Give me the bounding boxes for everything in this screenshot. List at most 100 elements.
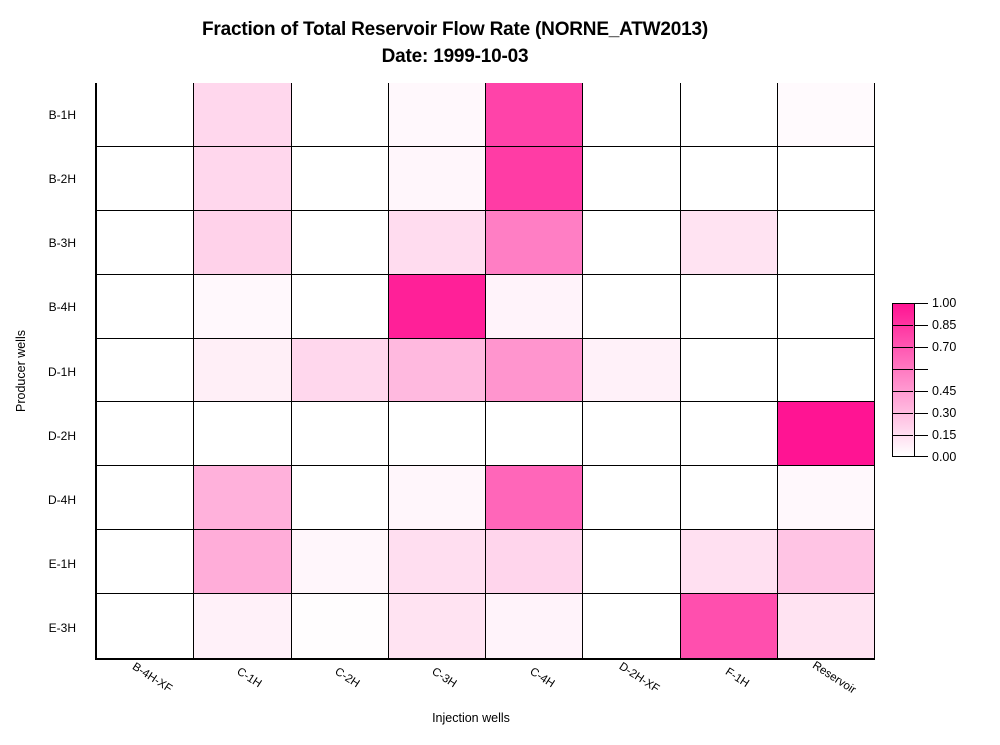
heatmap-cell (194, 83, 292, 147)
heatmap-cell (291, 338, 389, 403)
heatmap-cell (194, 402, 292, 467)
colorbar-separator (892, 347, 913, 348)
heatmap-cell (291, 210, 389, 275)
chart-subtitle: Date: 1999-10-03 (381, 46, 529, 67)
colorbar-tick-mark (915, 325, 928, 326)
heatmap-cell (583, 594, 681, 658)
y-axis-label: Producer wells (14, 330, 28, 412)
colorbar-segment (893, 412, 914, 435)
y-tick-label: E-1H (48, 556, 76, 571)
colorbar-separator (892, 413, 913, 414)
x-axis-label: Injection wells (432, 711, 510, 725)
heatmap-cell (388, 402, 486, 467)
heatmap-cell (291, 274, 389, 339)
colorbar-tick-mark (915, 413, 928, 414)
colorbar-tick-label: 1.00 (932, 296, 957, 310)
y-tick-label: B-2H (48, 172, 76, 187)
heatmap-cell (680, 146, 778, 211)
heatmap-cell (97, 146, 195, 211)
heatmap-cell (777, 146, 875, 211)
colorbar-segment (893, 325, 914, 348)
heatmap-cell (194, 530, 292, 595)
heatmap-cell (583, 146, 681, 211)
colorbar-tick-label: 0.45 (932, 384, 957, 398)
heatmap-cell (777, 338, 875, 403)
heatmap-cell (680, 530, 778, 595)
heatmap-cell (194, 210, 292, 275)
heatmap-cell (194, 338, 292, 403)
colorbar-tick-label: 0.15 (932, 428, 957, 442)
heatmap-cell (486, 594, 584, 658)
heatmap-cell (680, 338, 778, 403)
heatmap-cell (291, 402, 389, 467)
colorbar-tick-mark (915, 435, 928, 436)
heatmap-cell (97, 402, 195, 467)
heatmap-cell (194, 274, 292, 339)
heatmap-cell (777, 530, 875, 595)
heatmap-cell (291, 594, 389, 658)
colorbar-segment (893, 369, 914, 391)
heatmap-cell (486, 83, 584, 147)
heatmap-cell (583, 274, 681, 339)
heatmap-cell (777, 466, 875, 531)
chart-title: Fraction of Total Reservoir Flow Rate (N… (202, 19, 708, 40)
heatmap-cell (388, 338, 486, 403)
colorbar-segment (893, 434, 914, 456)
heatmap-grid (95, 83, 875, 660)
heatmap-cell (291, 83, 389, 147)
colorbar-tick-label: 0.30 (932, 406, 957, 420)
colorbar-tick-label: 0.00 (932, 450, 957, 464)
colorbar-tick-mark (915, 347, 928, 348)
heatmap-cell (388, 83, 486, 147)
colorbar-segment (893, 304, 914, 326)
heatmap-cell (97, 466, 195, 531)
heatmap-cell (777, 402, 875, 467)
heatmap-cell (291, 466, 389, 531)
heatmap-cell (97, 338, 195, 403)
colorbar-segment (893, 390, 914, 413)
heatmap-cell (486, 146, 584, 211)
heatmap-cell (583, 530, 681, 595)
heatmap-cell (583, 338, 681, 403)
colorbar: 1.00 0.85 0.70 0.45 0.30 0.15 0.00 (892, 296, 1000, 464)
colorbar-tick-mark (915, 303, 928, 304)
heatmap-cell (97, 530, 195, 595)
colorbar-tick-mark (915, 456, 928, 457)
colorbar-tick-mark (915, 391, 928, 392)
heatmap-cell (583, 466, 681, 531)
colorbar-separator (892, 369, 913, 370)
heatmap-cell (486, 466, 584, 531)
colorbar-separator (892, 325, 913, 326)
colorbar-separator (892, 391, 913, 392)
heatmap-cell (388, 594, 486, 658)
heatmap-cell (388, 274, 486, 339)
heatmap-cell (680, 210, 778, 275)
heatmap-cell (194, 594, 292, 658)
heatmap-cell (680, 466, 778, 531)
heatmap-cell (777, 210, 875, 275)
colorbar-gradient (892, 303, 915, 457)
heatmap-cell (583, 402, 681, 467)
colorbar-tick-mark (915, 369, 928, 370)
heatmap-cell (388, 146, 486, 211)
heatmap-cell (777, 594, 875, 658)
heatmap-cell (486, 530, 584, 595)
y-tick-label: D-2H (47, 428, 76, 443)
heatmap-cell (583, 83, 681, 147)
heatmap-cell (680, 402, 778, 467)
heatmap-cell (583, 210, 681, 275)
heatmap-cell (680, 594, 778, 658)
heatmap-cell (291, 146, 389, 211)
heatmap-cell (680, 83, 778, 147)
heatmap-cell (97, 83, 195, 147)
y-tick-label: D-1H (47, 364, 76, 379)
heatmap-cell (486, 274, 584, 339)
heatmap-cell (194, 466, 292, 531)
heatmap-cell (388, 466, 486, 531)
heatmap-cell (388, 210, 486, 275)
colorbar-separator (892, 435, 913, 436)
heatmap-cell (486, 210, 584, 275)
heatmap-cell (486, 402, 584, 467)
heatmap-cell (388, 530, 486, 595)
y-tick-label: B-3H (48, 236, 76, 251)
